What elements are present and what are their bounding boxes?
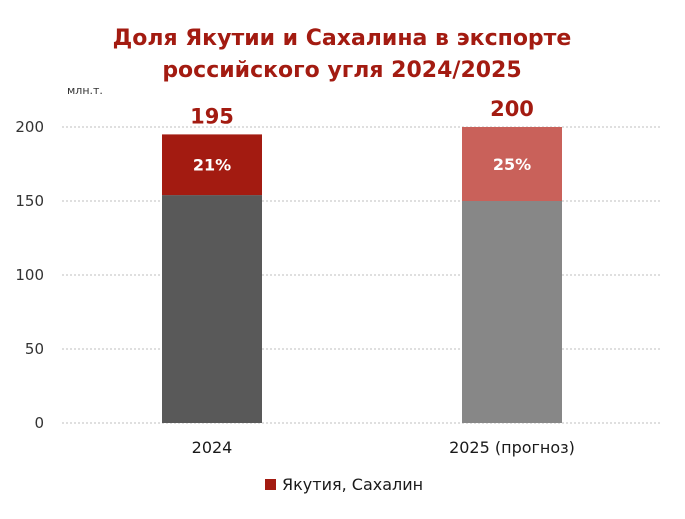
bar-segment-rest <box>162 195 262 423</box>
bar-segment-yakutia-sakhalin <box>162 134 262 196</box>
share-label: 25% <box>493 155 531 174</box>
category-label: 2024 <box>192 438 233 457</box>
grid-layer <box>62 126 662 424</box>
y-tick-label: 200 <box>15 118 44 136</box>
y-tick-label: 50 <box>25 340 44 358</box>
y-tick-label: 150 <box>15 192 44 210</box>
legend-swatch <box>265 479 276 490</box>
y-tick-label: 0 <box>34 414 44 432</box>
y-tick-label: 100 <box>15 266 44 284</box>
share-label: 21% <box>193 156 231 175</box>
total-label: 200 <box>490 97 534 121</box>
bar-segment-rest <box>462 201 562 423</box>
legend-label: Якутия, Сахалин <box>282 475 423 494</box>
total-label: 195 <box>190 104 234 128</box>
unit-label: млн.т. <box>67 84 103 97</box>
chart-title-line-1: Доля Якутии и Сахалина в экспорте <box>113 26 572 51</box>
chart-title-line-2: российского угля 2024/2025 <box>162 58 521 83</box>
category-label: 2025 (прогноз) <box>449 438 575 457</box>
y-axis-ticks: 0 50 100 150 200 <box>15 118 44 432</box>
bar-segment-yakutia-sakhalin <box>462 127 562 201</box>
bars <box>162 127 562 423</box>
labels: 21% 195 2024 25% 200 2025 (прогноз) <box>190 97 575 457</box>
